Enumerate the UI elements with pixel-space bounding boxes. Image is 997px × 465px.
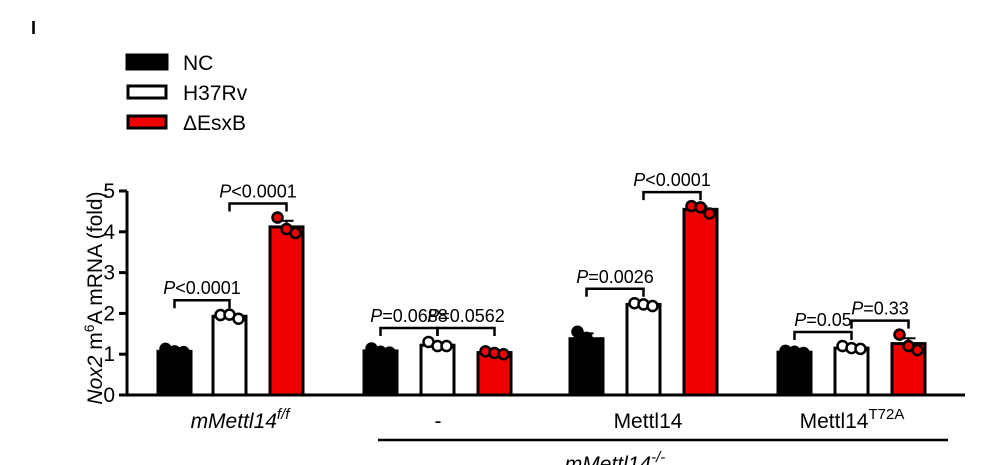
p-value-number-g4-c1: =0.05 xyxy=(806,310,852,330)
comparison-bracket-g1-c2 xyxy=(228,202,288,212)
point-g3-nc-3 xyxy=(589,340,602,354)
point-g2-esxb-3 xyxy=(497,347,510,361)
bar-g1-h37rv xyxy=(211,314,248,397)
point-g4-h37rv-3 xyxy=(854,342,867,356)
x-label-text-1: mMettl14 xyxy=(191,410,277,433)
legend-item-nc: NC xyxy=(125,52,213,75)
comparison-bracket-g4-c1 xyxy=(793,330,853,341)
legend-label-esxb: ΔEsxB xyxy=(183,112,246,135)
p-value-letter-g4-c1: P xyxy=(794,310,806,330)
p-value-number-g1-c1: <0.0001 xyxy=(175,278,241,298)
comparisons: P<0.0001P<0.0001P=0.0688P=0.0562P=0.0026… xyxy=(163,170,910,341)
legend-swatch-esxb xyxy=(126,114,168,130)
p-value-number-g3-c1: =0.0026 xyxy=(588,267,654,287)
comparison-bracket-g3-c2 xyxy=(642,190,702,201)
p-value-g3-c1: P=0.0026 xyxy=(576,267,654,287)
bar-g4-nc xyxy=(776,350,813,397)
y-tick-label-3: 3 xyxy=(103,262,115,285)
x-label-sup-4: T72A xyxy=(869,406,905,423)
p-value-g3-c2: P<0.0001 xyxy=(633,170,711,190)
legend: NC H37Rv ΔEsxB xyxy=(125,52,248,135)
y-axis: 0 1 2 3 4 5 xyxy=(103,180,965,407)
y-tick-label-1: 1 xyxy=(103,343,115,366)
point-g2-h37rv-3 xyxy=(440,339,453,353)
p-value-letter-g3-c2: P xyxy=(633,170,645,190)
comparison-bracket-g2-c1 xyxy=(379,326,439,336)
y-axis-label-sup: 6 xyxy=(81,324,97,332)
point-g3-esxb-3 xyxy=(703,207,716,220)
comparison-bracket-g4-c2 xyxy=(850,319,910,329)
point-g3-esxb-2 xyxy=(694,201,707,214)
bar-g3-esxb xyxy=(682,207,719,397)
x-label-text-3: Mettl14 xyxy=(614,410,683,433)
point-g3-nc-1 xyxy=(571,325,584,339)
y-axis-label-rest: A mRNA (fold) xyxy=(84,191,107,324)
legend-item-h37rv: H37Rv xyxy=(126,82,248,105)
legend-swatch-nc xyxy=(125,53,169,71)
p-value-letter-g1-c1: P xyxy=(163,278,175,298)
y-tick-label-4: 4 xyxy=(103,221,115,244)
p-value-number-g4-c2: =0.33 xyxy=(863,299,909,319)
p-value-g1-c1: P<0.0001 xyxy=(163,278,241,298)
point-g4-esxb-1 xyxy=(893,328,906,341)
p-value-letter-g1-c2: P xyxy=(219,182,231,202)
legend-label-h37rv: H37Rv xyxy=(183,82,248,105)
legend-label-nc: NC xyxy=(183,52,213,75)
bars xyxy=(156,199,927,397)
p-value-letter-g3-c1: P xyxy=(576,267,588,287)
p-value-g2-c1: P=0.0688 xyxy=(370,306,448,326)
y-axis-label-gene: Nox2 xyxy=(84,355,107,404)
y-axis-label: Nox2 m6A mRNA (fold) xyxy=(81,191,107,404)
comparison-bracket-g1-c1 xyxy=(173,298,231,309)
p-value-g1-c2: P<0.0001 xyxy=(219,182,297,202)
comparison-bracket-g2-c2 xyxy=(436,326,496,336)
p-value-number-g1-c2: <0.0001 xyxy=(231,182,297,202)
x-label-group-1: mMettl14f/f xyxy=(191,406,292,433)
point-g3-nc-2 xyxy=(580,331,593,345)
knockout-label-text: mMettl14 xyxy=(565,453,651,465)
legend-swatch-h37rv xyxy=(126,84,168,100)
x-label-text-4: Mettl14 xyxy=(800,410,869,433)
p-value-number-g3-c2: <0.0001 xyxy=(645,170,711,190)
y-tick-label-5: 5 xyxy=(103,180,115,203)
bar-g3-h37rv xyxy=(625,302,662,397)
bar-g1-nc xyxy=(156,349,193,397)
knockout-label-sup: -/- xyxy=(651,449,665,465)
p-value-g2-c2: P=0.0562 xyxy=(427,306,505,326)
panel-mark: I xyxy=(31,18,36,38)
point-g1-h37rv-3 xyxy=(232,312,245,325)
point-g4-esxb-3 xyxy=(911,343,924,357)
bar-g4-h37rv xyxy=(833,346,870,397)
bar-g2-h37rv xyxy=(419,343,456,397)
bar-g1-esxb xyxy=(268,225,305,397)
comparison-bracket-g3-c1 xyxy=(585,287,645,297)
x-label-text-2: - xyxy=(435,410,442,433)
x-labels: mMettl14f/f - Mettl14 Mettl14T72AmMettl14-/… xyxy=(191,406,948,465)
x-label-group-2: - xyxy=(435,410,442,433)
p-value-g4-c1: P=0.05 xyxy=(794,310,852,330)
point-g4-nc-3 xyxy=(797,346,810,360)
point-g1-esxb-1 xyxy=(271,211,284,224)
p-value-number-g2-c1: =0.0688 xyxy=(382,306,448,326)
legend-item-esxb: ΔEsxB xyxy=(126,112,246,135)
p-value-letter-g2-c2: P xyxy=(427,306,439,326)
p-value-letter-g4-c2: P xyxy=(851,299,863,319)
point-g3-h37rv-3 xyxy=(646,299,659,313)
y-tick-label-0: 0 xyxy=(103,384,115,407)
p-value-g4-c2: P=0.33 xyxy=(851,299,909,319)
x-label-sup-1: f/f xyxy=(277,406,291,423)
p-value-letter-g2-c1: P xyxy=(370,306,382,326)
p-value-number-g2-c2: =0.0562 xyxy=(439,306,505,326)
y-axis-label-m: m xyxy=(84,332,107,355)
knockout-label: mMettl14-/- xyxy=(565,449,666,465)
point-g2-nc-3 xyxy=(383,346,396,359)
x-label-group-3: Mettl14 xyxy=(614,410,683,433)
x-label-group-4: Mettl14T72A xyxy=(800,406,905,433)
y-tick-label-2: 2 xyxy=(103,302,115,325)
point-g1-esxb-3 xyxy=(289,226,302,240)
point-g1-nc-3 xyxy=(177,345,190,359)
